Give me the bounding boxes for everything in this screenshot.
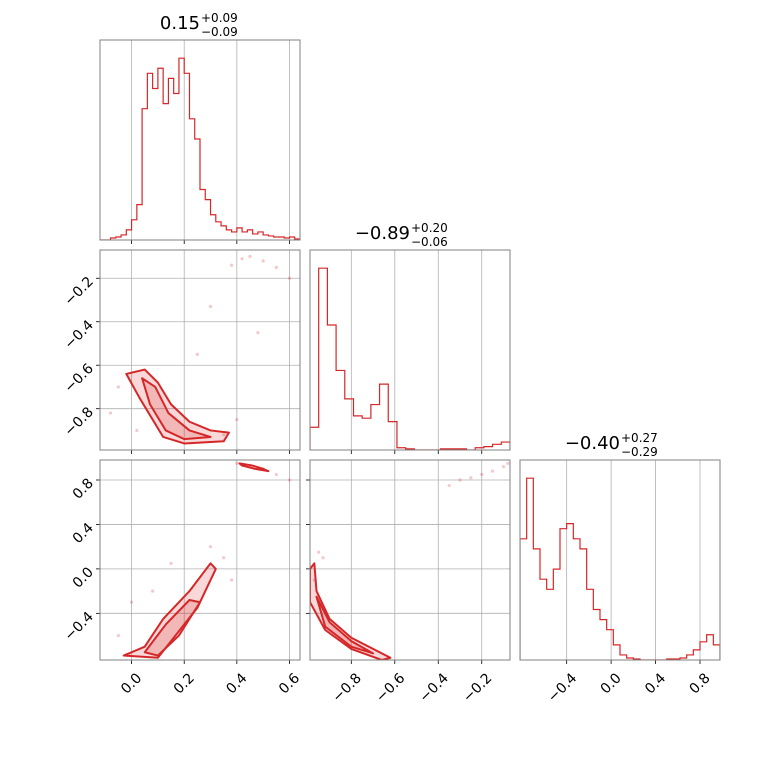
panel-title: +0.20 [411, 221, 448, 235]
sample-point [261, 259, 265, 263]
x-tick-label: −0.2 [460, 670, 495, 705]
sample-point [208, 545, 213, 549]
x-tick-label: −0.4 [545, 670, 580, 705]
x-tick-label: 0.6 [276, 670, 303, 697]
sample-point [169, 561, 173, 565]
panel-title: 0.15 [160, 13, 200, 34]
x-tick-label: 0.4 [223, 670, 250, 697]
panel-content [310, 250, 510, 450]
sample-point [108, 411, 113, 415]
panel-title: −0.89 [355, 223, 410, 244]
histogram-step [100, 57, 300, 240]
y-tick-label: −0.4 [61, 317, 96, 352]
x-tick-label: 0.2 [171, 670, 198, 697]
sample-point [222, 433, 226, 437]
x-tick-label: −0.4 [417, 670, 452, 705]
sample-point [491, 469, 495, 473]
panel-frame [99, 249, 301, 451]
panel-title: +0.27 [621, 431, 658, 445]
y-tick-label: −0.8 [61, 404, 96, 439]
sample-point [447, 483, 451, 488]
sample-point [248, 254, 252, 259]
y-tick-label: −0.4 [61, 609, 96, 644]
sample-point [274, 265, 278, 269]
contour [143, 599, 201, 657]
sample-point [229, 263, 234, 267]
contour [125, 368, 230, 445]
panel-content [520, 460, 720, 660]
contour [238, 462, 270, 473]
panel-frame [309, 249, 511, 451]
sample-point [274, 472, 278, 477]
sample-point [321, 556, 325, 560]
sample-point [151, 589, 155, 593]
histogram-step [310, 267, 510, 450]
panel-title: −0.29 [621, 445, 658, 459]
histogram-step [520, 477, 720, 660]
panel-content [100, 250, 300, 450]
panel-title: −0.06 [411, 235, 448, 249]
panel-title: −0.40 [565, 433, 620, 454]
sample-point [116, 633, 121, 638]
panel-title: −0.09 [201, 25, 238, 39]
panel-frame [99, 39, 301, 241]
panel-content [100, 460, 300, 660]
sample-point [116, 385, 121, 389]
contour [141, 377, 212, 441]
sample-point [287, 276, 292, 280]
panel-frame [519, 459, 721, 661]
panel-title: +0.09 [201, 11, 238, 25]
sample-point [501, 465, 506, 469]
sample-point [235, 417, 239, 422]
y-tick-label: 0.8 [70, 476, 97, 503]
sample-point [287, 478, 292, 482]
x-tick-label: 0.8 [687, 670, 714, 697]
sample-point [235, 461, 239, 465]
sample-point [135, 428, 139, 433]
x-tick-label: −0.8 [330, 670, 365, 705]
sample-point [129, 600, 134, 604]
y-tick-label: −0.2 [61, 274, 96, 309]
sample-point [458, 478, 462, 482]
panel-frame [99, 459, 301, 661]
sample-point [208, 304, 213, 309]
x-tick-label: 0.4 [642, 670, 669, 697]
sample-point [317, 550, 321, 554]
x-tick-label: 0.0 [598, 670, 625, 697]
x-tick-label: 0.0 [118, 670, 145, 697]
sample-point [195, 352, 199, 356]
sample-point [229, 578, 234, 582]
y-tick-label: 0.4 [70, 520, 97, 547]
sample-point [240, 257, 244, 261]
sample-point [256, 331, 260, 335]
y-tick-label: 0.0 [70, 564, 97, 591]
sample-point [506, 461, 510, 465]
panel-frame [309, 459, 511, 661]
sample-point [222, 556, 226, 560]
panel-content [100, 40, 300, 240]
panel-content [310, 460, 510, 660]
contour [315, 595, 375, 655]
sample-point [480, 472, 484, 477]
sample-point [469, 476, 473, 480]
x-tick-label: −0.6 [373, 670, 408, 705]
y-tick-label: −0.6 [61, 361, 96, 396]
